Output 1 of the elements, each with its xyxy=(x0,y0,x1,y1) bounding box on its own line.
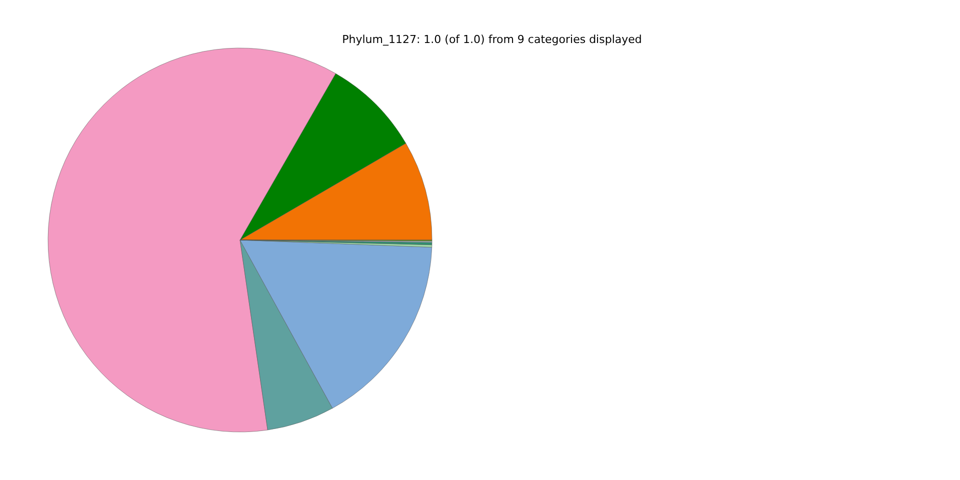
text: Phylum_1127: 1.0 (of 1.0) from 9 categories displayed xyxy=(342,33,642,46)
